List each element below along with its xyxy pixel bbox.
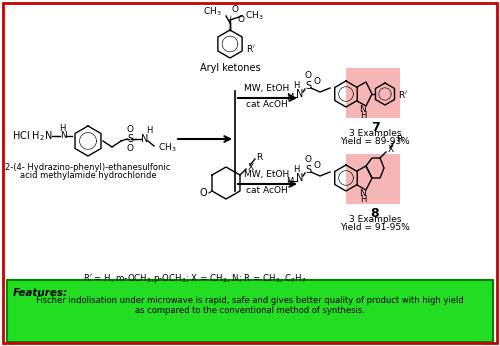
Text: N: N bbox=[360, 190, 366, 199]
Text: N: N bbox=[141, 134, 148, 144]
Text: O: O bbox=[126, 125, 134, 134]
Text: CH$_3$: CH$_3$ bbox=[245, 10, 264, 22]
Bar bbox=[7, 280, 493, 342]
Text: X: X bbox=[248, 163, 254, 172]
Text: 8: 8 bbox=[370, 207, 380, 220]
Text: S: S bbox=[305, 165, 311, 175]
Text: N: N bbox=[360, 106, 366, 115]
Text: M: M bbox=[286, 176, 293, 185]
Bar bbox=[346, 68, 400, 118]
Text: R$'$ = H, m-OCH$_3$,p-OCH$_3$; X = CH$_2$, N; R = CH$_3$, C$_7$H$_7$: R$'$ = H, m-OCH$_3$,p-OCH$_3$; X = CH$_2… bbox=[83, 272, 307, 285]
Text: H: H bbox=[360, 195, 366, 204]
Text: R: R bbox=[256, 153, 262, 162]
Text: Yield = 89-93%: Yield = 89-93% bbox=[340, 137, 410, 146]
Text: CH$_3$: CH$_3$ bbox=[158, 142, 176, 154]
Text: S: S bbox=[127, 134, 133, 144]
Text: Fischer indolisation under microwave is rapid, safe and gives better quality of : Fischer indolisation under microwave is … bbox=[36, 296, 464, 305]
Text: H: H bbox=[360, 111, 366, 120]
Text: 3 Examples: 3 Examples bbox=[349, 129, 401, 138]
Bar bbox=[346, 154, 400, 204]
Text: N: N bbox=[60, 131, 67, 140]
Text: O: O bbox=[313, 78, 320, 86]
Text: CH$_3$: CH$_3$ bbox=[204, 6, 222, 18]
Text: Features:: Features: bbox=[13, 288, 68, 298]
Text: S: S bbox=[305, 81, 311, 91]
Text: HCl H$_2$N: HCl H$_2$N bbox=[12, 129, 52, 143]
Text: 2-(4- Hydrazino-phenyl)-ethanesulfonic: 2-(4- Hydrazino-phenyl)-ethanesulfonic bbox=[6, 163, 170, 172]
Text: O: O bbox=[126, 144, 134, 153]
Text: MW, EtOH: MW, EtOH bbox=[244, 84, 290, 93]
Text: R$'$: R$'$ bbox=[246, 43, 256, 54]
Text: 7: 7 bbox=[370, 121, 380, 134]
Text: Aryl ketones: Aryl ketones bbox=[200, 63, 260, 73]
Text: H: H bbox=[146, 126, 152, 135]
Text: H: H bbox=[59, 124, 65, 133]
Text: R$'$: R$'$ bbox=[398, 89, 408, 100]
Text: Yield = 91-95%: Yield = 91-95% bbox=[340, 223, 410, 232]
Text: O: O bbox=[313, 162, 320, 171]
Text: M: M bbox=[286, 92, 293, 101]
Text: cat AcOH: cat AcOH bbox=[246, 100, 288, 109]
Text: O: O bbox=[304, 155, 312, 164]
Text: O: O bbox=[200, 188, 207, 198]
Text: N: N bbox=[296, 89, 304, 99]
Text: X: X bbox=[388, 146, 394, 155]
Text: 3 Examples: 3 Examples bbox=[349, 215, 401, 224]
Text: H: H bbox=[293, 165, 299, 174]
Text: O: O bbox=[238, 15, 245, 24]
Text: R: R bbox=[396, 136, 402, 145]
Text: as compared to the conventional method of synthesis.: as compared to the conventional method o… bbox=[135, 306, 365, 315]
Text: O: O bbox=[232, 5, 239, 14]
Text: MW, EtOH: MW, EtOH bbox=[244, 170, 290, 179]
Text: H: H bbox=[293, 81, 299, 90]
Text: cat AcOH: cat AcOH bbox=[246, 186, 288, 195]
Text: N: N bbox=[296, 173, 304, 183]
Text: acid methylamide hydrochloride: acid methylamide hydrochloride bbox=[20, 171, 156, 180]
Text: O: O bbox=[304, 71, 312, 80]
